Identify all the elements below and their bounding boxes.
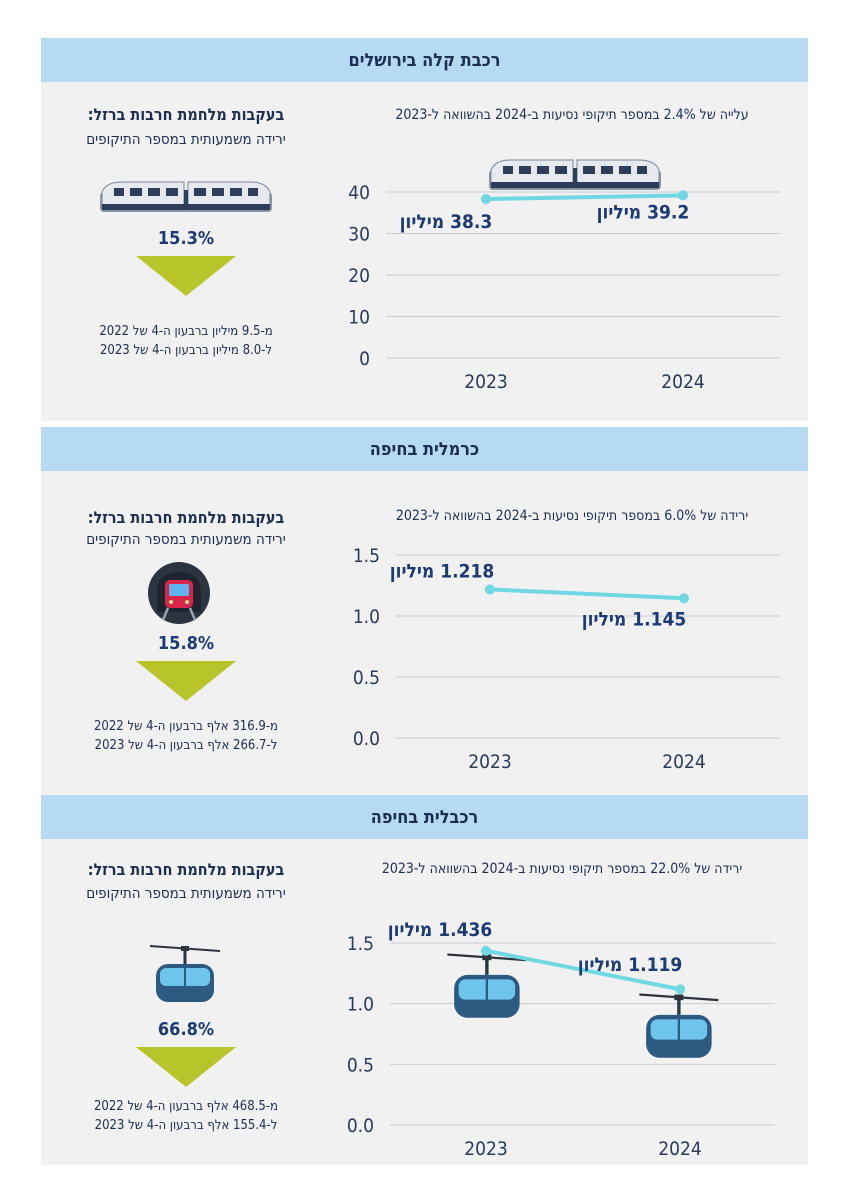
- data-label: 1.436 מיליון: [388, 919, 493, 941]
- from-value-2022: מ-316.9 אלף ברבעון ה-4 של 2022: [93, 719, 278, 734]
- y-tick-label: 1.0: [347, 994, 374, 1016]
- y-tick-label: 0.5: [347, 1054, 374, 1076]
- to-value-2023: ל-266.7 אלף ברבעון ה-4 של 2023: [94, 738, 278, 753]
- y-tick-label: 30: [348, 224, 370, 246]
- series-line: [484, 948, 682, 992]
- y-tick-label: 40: [348, 182, 370, 204]
- x-tick-label: 2023: [468, 751, 512, 773]
- decline-percent: 66.8%: [157, 1019, 215, 1040]
- chart-subtitle: עלייה של 2.4% במספר תיקופי נסיעות ב-2024…: [395, 107, 749, 123]
- x-tick-label: 2024: [661, 371, 705, 393]
- decline-percent: 15.8%: [157, 633, 215, 654]
- war-impact-subtitle: ירידה משמעותית במספר התיקופים: [86, 130, 286, 148]
- y-tick-label: 0.5: [353, 667, 380, 689]
- data-label: 1.218 מיליון: [390, 560, 495, 582]
- y-tick-label: 20: [348, 265, 370, 287]
- war-impact-title: בעקבות מלחמת חרבות ברזל:: [87, 508, 285, 527]
- data-point: [481, 945, 491, 956]
- to-value-2023: ל-8.0 מיליון ברבעון ה-4 של 2023: [99, 343, 273, 358]
- data-label: 1.145 מיליון: [582, 608, 687, 630]
- section-title-light-rail: רכבת קלה בירושלים: [41, 38, 808, 82]
- series-line: [488, 587, 686, 601]
- y-tick-label: 0.0: [353, 728, 380, 750]
- data-point: [481, 194, 491, 205]
- to-value-2023: ל-155.4 אלף ברבעון ה-4 של 2023: [94, 1118, 278, 1133]
- section-panel-light-rail: [41, 81, 808, 421]
- chart-subtitle: ירידה של 6.0% במספר תיקופי נסיעות ב-2024…: [395, 508, 749, 524]
- x-tick-label: 2024: [662, 751, 706, 773]
- data-point: [679, 593, 689, 604]
- section-panel-carmelit: [41, 470, 808, 795]
- x-tick-label: 2024: [658, 1138, 702, 1160]
- data-label: 39.2 מיליון: [597, 201, 690, 223]
- war-impact-title: בעקבות מלחמת חרבות ברזל:: [87, 860, 285, 879]
- light-rail-train-icon: [100, 181, 272, 212]
- war-impact-subtitle: ירידה משמעותית במספר התיקופים: [86, 530, 286, 548]
- series-line: [484, 193, 685, 202]
- chart-subtitle: ירידה של 22.0% במספר תיקופי נסיעות ב-202…: [381, 861, 743, 877]
- cable-car-icon: [149, 945, 221, 1002]
- y-tick-label: 1.5: [353, 545, 380, 567]
- y-tick-label: 0: [359, 348, 370, 370]
- down-arrow-icon: [136, 1047, 236, 1087]
- data-label: 38.3 מיליון: [400, 211, 493, 233]
- down-arrow-icon: [136, 661, 236, 701]
- y-tick-label: 10: [348, 307, 370, 329]
- from-value-2022: מ-468.5 אלף ברבעון ה-4 של 2022: [93, 1099, 278, 1114]
- data-point: [675, 984, 685, 995]
- data-label: 1.119 מיליון: [578, 954, 683, 976]
- x-tick-label: 2023: [464, 371, 508, 393]
- from-value-2022: מ-9.5 מיליון ברבעון ה-4 של 2022: [99, 324, 273, 339]
- section-title-cable-car: רכבלית בחיפה: [41, 795, 808, 839]
- section-title-carmelit: כרמלית בחיפה: [41, 427, 808, 471]
- cable-car-icon: [639, 993, 719, 1058]
- decline-percent: 15.3%: [157, 228, 215, 249]
- y-tick-label: 1.0: [353, 606, 380, 628]
- data-point: [485, 584, 495, 595]
- war-impact-subtitle: ירידה משמעותית במספר התיקופים: [86, 884, 286, 902]
- y-tick-label: 0.0: [347, 1115, 374, 1137]
- data-point: [678, 190, 688, 201]
- x-tick-label: 2023: [464, 1138, 508, 1160]
- war-impact-title: בעקבות מלחמת חרבות ברזל:: [87, 105, 285, 124]
- y-tick-label: 1.5: [347, 933, 374, 955]
- down-arrow-icon: [136, 256, 236, 296]
- light-rail-train-icon: [489, 159, 661, 190]
- subway-tunnel-icon: [148, 562, 210, 624]
- cable-car-icon: [447, 953, 527, 1018]
